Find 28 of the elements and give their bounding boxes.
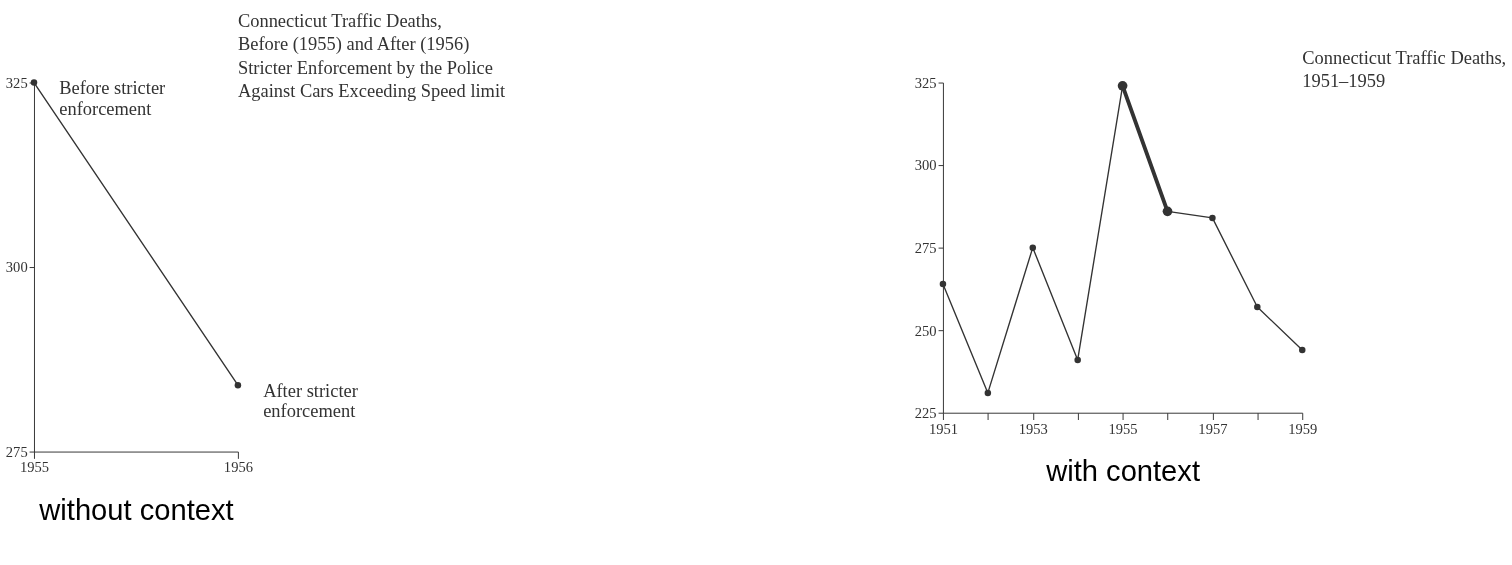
x-tick-label: 1951 — [928, 420, 958, 437]
point — [984, 389, 992, 397]
text: Connecticut Traffic Deaths, Before (1955) and After (1956) Stricter Enforcement by the Police Against Cars Exceeding Speed limit — [237, 11, 507, 102]
y-tick-label: 275 — [5, 443, 28, 460]
x-tick-label: 1959 — [1288, 420, 1318, 437]
y-tick-label: 325 — [5, 74, 28, 91]
y-tick-label: 300 — [914, 157, 937, 174]
x-tick-label: 1955 — [1108, 420, 1138, 437]
annotation: Before stricter enforcement — [59, 78, 166, 119]
point — [1074, 356, 1081, 364]
y-tick-label: 300 — [5, 259, 28, 276]
x-tick-label: 1956 — [223, 459, 253, 476]
x-tick-label: 1953 — [1018, 420, 1048, 437]
annotation: After stricter enforcement — [263, 380, 358, 422]
x-tick-label: 1955 — [19, 459, 50, 476]
text: Connecticut Traffic Deaths, 1951–1959 — [1302, 48, 1507, 92]
y-tick-label: 325 — [914, 74, 937, 91]
y-tick-label: 250 — [914, 322, 937, 339]
y-tick-label: 225 — [914, 405, 937, 422]
point — [939, 280, 947, 288]
x-axis-title: with context — [1045, 455, 1200, 488]
point — [1209, 214, 1216, 222]
point — [1029, 244, 1037, 251]
x-tick-label: 1957 — [1198, 420, 1228, 437]
point — [1254, 303, 1261, 311]
point — [1298, 346, 1306, 354]
x-axis-title: without context — [38, 494, 234, 527]
y-tick-label: 275 — [914, 239, 937, 256]
